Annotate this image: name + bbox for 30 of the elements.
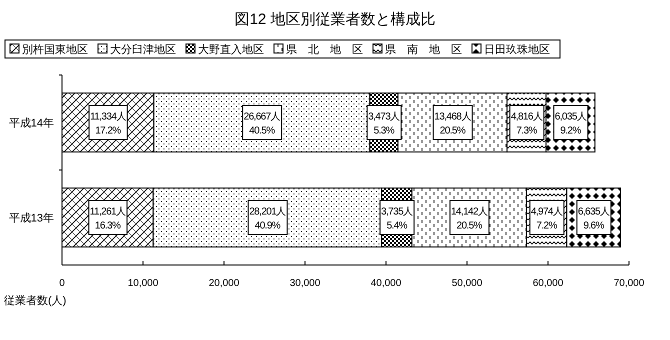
y-tick-label: 平成14年 bbox=[8, 116, 54, 130]
x-tick-label: 10,000 bbox=[128, 278, 159, 289]
x-tick-label: 20,000 bbox=[208, 278, 240, 289]
legend-label: 大分臼津地区 bbox=[110, 43, 176, 56]
x-axis-title: 従業者数(人) bbox=[4, 294, 66, 307]
x-tick-label: 40,000 bbox=[370, 278, 402, 289]
data-label: 13,468人 20.5% bbox=[434, 112, 472, 136]
data-label: 6,635人 9.6% bbox=[578, 206, 610, 232]
x-tick-label: 50,000 bbox=[452, 278, 483, 289]
data-label: 4,816人 7.3% bbox=[510, 112, 543, 136]
legend-label: 県 南 地 区 bbox=[385, 43, 462, 56]
data-label: 3,735人 5.4% bbox=[381, 206, 414, 232]
legend-label: 別杵国東地区 bbox=[22, 43, 88, 56]
x-tick-label: 70,000 bbox=[614, 278, 645, 289]
data-label: 28,201人 40.9% bbox=[249, 206, 286, 232]
data-label: 3,473人 5.3% bbox=[368, 112, 400, 136]
legend-label: 大野直入地区 bbox=[198, 43, 264, 56]
chart-title: 図12 地区別従業者数と構成比 bbox=[234, 11, 436, 28]
legend-label: 日田玖珠地区 bbox=[484, 43, 550, 56]
data-label: 11,261人 16.3% bbox=[90, 206, 126, 232]
y-tick-label: 平成13年 bbox=[8, 212, 54, 224]
x-tick-label: 0 bbox=[59, 278, 66, 289]
x-tick-label: 60,000 bbox=[532, 278, 564, 289]
data-label: 6,035人 9.2% bbox=[554, 112, 587, 136]
data-label: 4,974人 7.2% bbox=[530, 206, 563, 232]
legend-label: 県 北 地 区 bbox=[286, 43, 363, 56]
data-label: 14,142人 20.5% bbox=[450, 206, 488, 232]
data-label: 26,667人 40.5% bbox=[244, 112, 281, 136]
x-tick-label: 30,000 bbox=[290, 278, 321, 289]
data-label: 11,334人 17.2% bbox=[90, 112, 126, 136]
